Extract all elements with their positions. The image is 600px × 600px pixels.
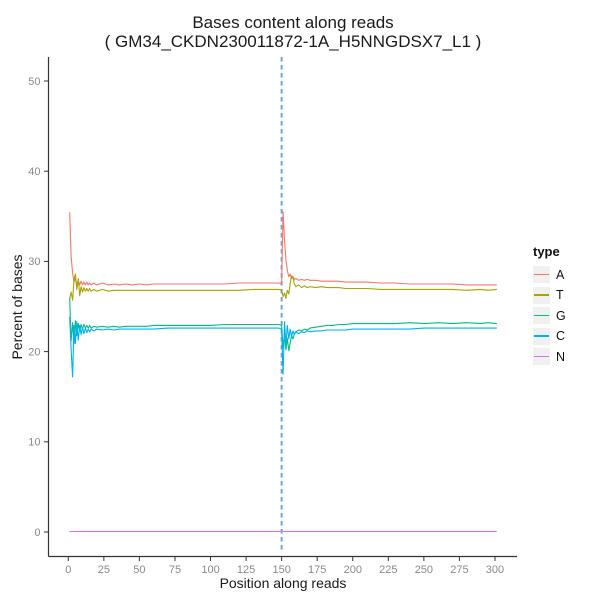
series-line-T <box>69 273 497 301</box>
series-line-G <box>69 297 497 352</box>
legend-item-T: T <box>533 286 566 304</box>
x-axis-title: Position along reads <box>219 575 347 591</box>
legend-item-G: G <box>533 307 566 324</box>
x-tick-label: 125 <box>237 564 255 576</box>
legend-title: type <box>533 244 560 259</box>
chart-title: Bases content along reads <box>192 13 394 32</box>
legend-item-N: N <box>533 348 566 365</box>
legend-item-A: A <box>533 266 566 283</box>
legend-item-C: C <box>533 327 566 345</box>
x-tick-label: 50 <box>133 564 145 576</box>
legend-key-line <box>534 355 549 358</box>
y-tick-label: 10 <box>28 437 40 449</box>
legend-key-swatch <box>533 348 550 365</box>
legend-key-line <box>534 314 549 317</box>
x-tick-label: 300 <box>486 564 504 576</box>
legend-key-swatch <box>533 327 550 345</box>
x-tick-label: 175 <box>308 564 326 576</box>
x-tick-label: 100 <box>201 564 219 576</box>
legend-item-label: N <box>556 349 566 364</box>
x-tick-label: 75 <box>169 564 181 576</box>
x-tick-label: 25 <box>98 564 110 576</box>
y-tick-label: 20 <box>28 346 40 358</box>
x-tick-label: 0 <box>65 564 71 576</box>
legend-item-label: T <box>556 288 564 302</box>
x-tick-label: 250 <box>415 564 433 576</box>
y-axis-title: Percent of bases <box>9 254 25 360</box>
chart-subtitle: ( GM34_CKDN230011872-1A_H5NNGDSX7_L1 ) <box>104 32 482 51</box>
legend-item-label: A <box>556 267 565 282</box>
x-tick-label: 150 <box>272 564 290 576</box>
x-tick-label: 200 <box>344 564 362 576</box>
legend-key-line <box>534 294 549 296</box>
legend-key-swatch <box>533 286 550 304</box>
y-tick-label: 40 <box>28 166 40 178</box>
y-tick-label: 30 <box>28 256 40 268</box>
legend-key-line <box>534 335 549 337</box>
legend-item-label: C <box>556 329 566 343</box>
legend-key-line <box>534 273 549 276</box>
x-tick-label: 225 <box>379 564 397 576</box>
legend-item-label: G <box>556 308 566 323</box>
y-tick-label: 0 <box>34 527 40 539</box>
legend-key-swatch <box>533 266 550 283</box>
series-line-A <box>69 211 497 286</box>
x-tick-label: 275 <box>450 564 468 576</box>
title-block: Bases content along reads ( GM34_CKDN230… <box>0 13 586 51</box>
series-line-C <box>69 316 497 378</box>
legend-key-swatch <box>533 307 550 324</box>
y-tick-label: 50 <box>28 76 40 88</box>
